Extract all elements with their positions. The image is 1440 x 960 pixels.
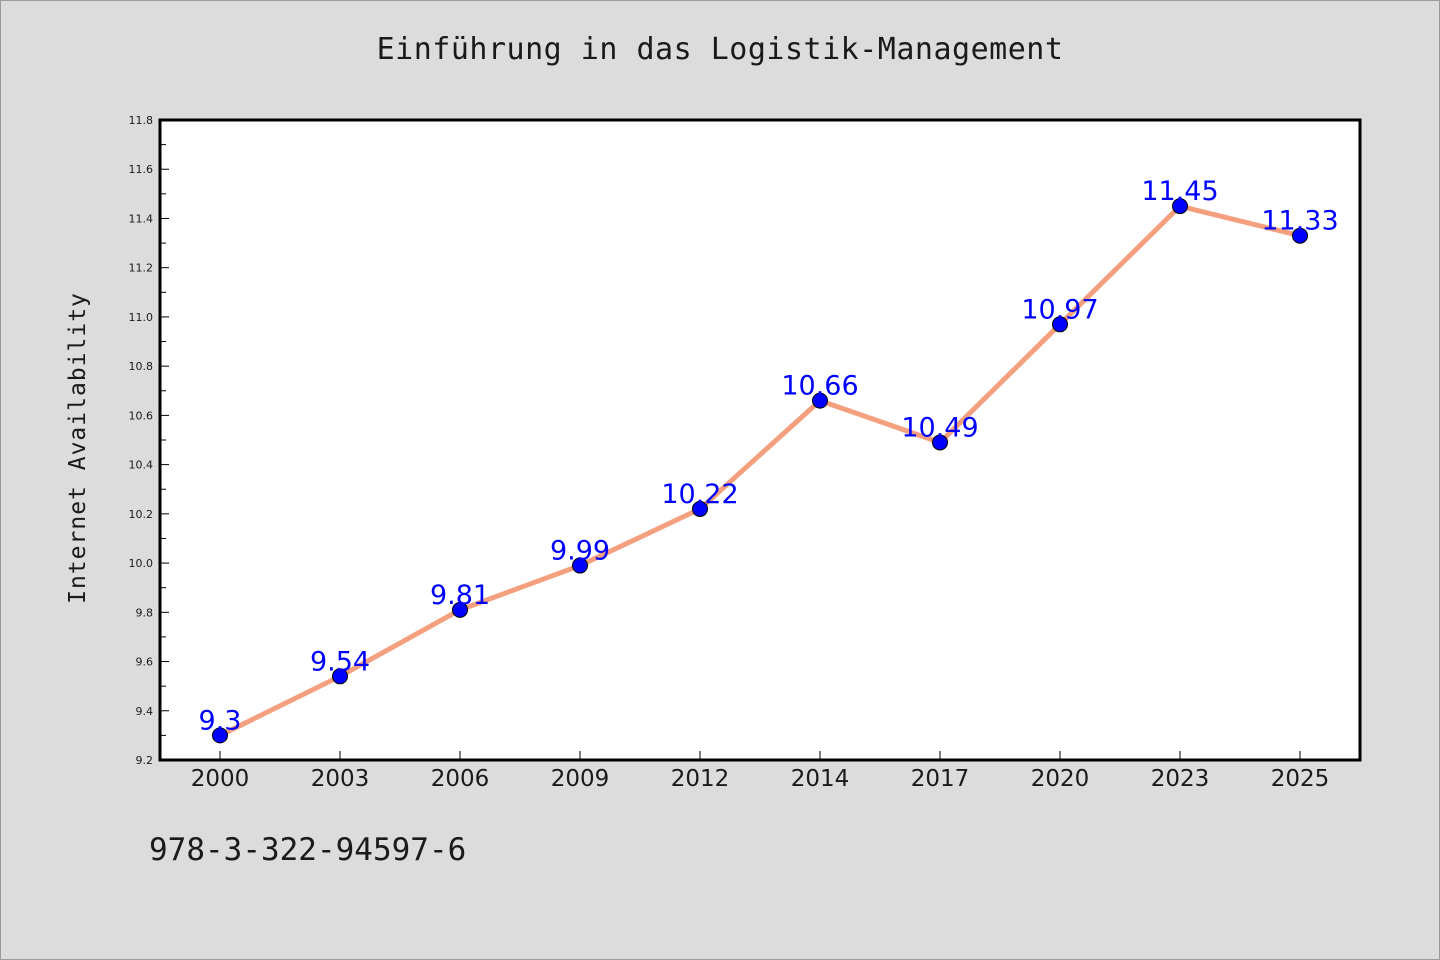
y-tick-label: 11.8 [129, 114, 154, 127]
isbn-text: 978-3-322-94597-6 [149, 832, 467, 868]
y-tick-label: 10.2 [129, 508, 154, 521]
y-tick-label: 9.8 [136, 606, 154, 619]
y-tick-label: 11.0 [129, 311, 154, 324]
y-tick-label: 10.0 [129, 557, 154, 570]
data-point [1172, 198, 1188, 215]
x-tick-label: 2025 [1271, 766, 1330, 792]
chart-title: Einführung in das Logistik-Management [376, 32, 1064, 67]
data-label: 9.3 [199, 705, 242, 736]
data-point [1052, 316, 1068, 333]
data-point [332, 668, 348, 685]
x-tick-label: 2003 [311, 766, 370, 792]
data-label: 10.97 [1021, 294, 1098, 325]
x-tick-label: 2014 [791, 766, 850, 792]
x-tick-label: 2006 [431, 766, 490, 792]
x-tick-label: 2000 [191, 766, 250, 792]
x-tick-label: 2017 [911, 766, 970, 792]
data-point [452, 601, 468, 618]
data-label: 11.45 [1141, 176, 1218, 207]
y-tick-label: 9.6 [136, 656, 154, 669]
y-tick-label: 10.6 [129, 409, 154, 422]
x-tick-label: 2009 [551, 766, 610, 792]
data-label: 9.99 [550, 536, 610, 567]
y-tick-label: 9.2 [136, 754, 154, 767]
data-label: 10.49 [901, 412, 978, 443]
data-point [1292, 227, 1308, 244]
data-point [572, 557, 588, 574]
x-tick-label: 2012 [671, 766, 730, 792]
data-point [932, 434, 948, 451]
data-labels-group: 9.3 9.54 9.81 9.99 10.22 10.66 10.49 10.97 11.45… [199, 176, 1339, 736]
x-tick-label: 2020 [1031, 766, 1090, 792]
data-point [212, 727, 228, 744]
data-label: 11.33 [1261, 206, 1338, 237]
data-label: 9.81 [430, 580, 490, 611]
x-tick-label: 2023 [1151, 766, 1210, 792]
y-axis: 9.2 9.4 9.6 9.8 10.0 10.2 10.4 10.6 10.8 11.0 11.2… [129, 114, 169, 767]
y-tick-label: 10.8 [129, 360, 154, 373]
y-tick-label: 11.4 [129, 212, 154, 225]
y-tick-label: 11.6 [129, 163, 154, 176]
series-line [217, 203, 1303, 738]
data-point [812, 392, 828, 409]
data-point [692, 500, 708, 517]
y-tick-label: 9.4 [136, 705, 154, 718]
data-label: 10.66 [781, 371, 858, 402]
series-group [212, 198, 1308, 744]
data-label: 10.22 [661, 479, 738, 510]
y-tick-label: 10.4 [129, 459, 154, 472]
data-label: 9.54 [310, 646, 370, 677]
x-axis: 2000 2003 2006 2009 2012 2014 2017 2020 2023 2025 [191, 751, 1330, 792]
y-tick-label: 11.2 [129, 262, 154, 275]
y-axis-label: Internet Availability [65, 292, 91, 604]
